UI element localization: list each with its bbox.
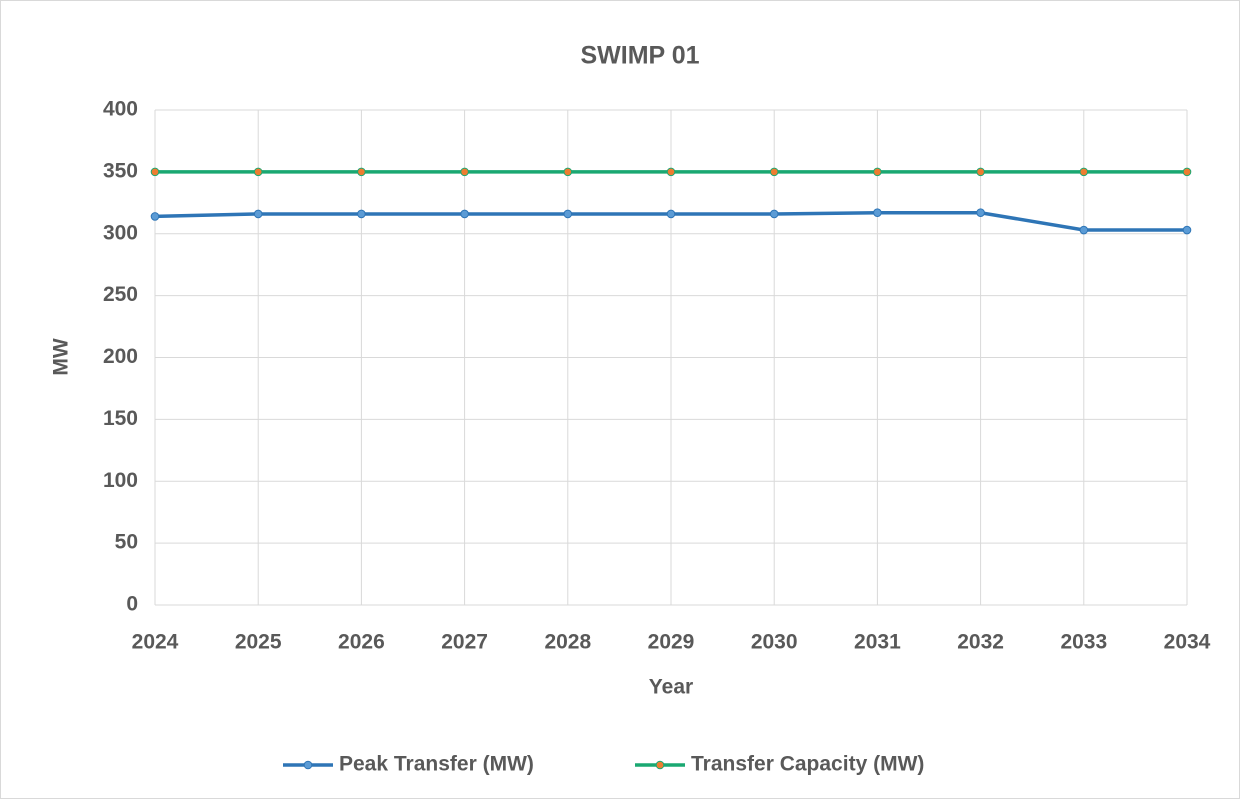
- series-marker: [460, 167, 469, 177]
- x-tick-label: 2031: [854, 631, 901, 654]
- series-marker: [873, 208, 882, 218]
- x-tick-label: 2027: [441, 631, 488, 654]
- series-marker: [253, 209, 263, 219]
- y-tick-label: 100: [103, 469, 138, 492]
- legend-marker: [655, 760, 665, 770]
- x-tick-label: 2029: [648, 631, 695, 654]
- legend-label: Transfer Capacity (MW): [691, 753, 924, 776]
- series-marker: [150, 212, 160, 221]
- series-marker: [1182, 167, 1192, 177]
- series-marker: [666, 209, 676, 219]
- series-marker: [563, 209, 573, 219]
- y-tick-label: 400: [103, 98, 138, 121]
- chart-title: SWIMP 01: [580, 42, 699, 70]
- y-axis-label: MW: [50, 338, 73, 375]
- series-marker: [1182, 225, 1192, 235]
- series-marker: [873, 167, 882, 177]
- series-marker: [357, 209, 366, 219]
- y-tick-label: 250: [103, 283, 138, 306]
- x-tick-label: 2032: [957, 631, 1004, 654]
- x-tick-label: 2033: [1060, 631, 1107, 654]
- x-tick-label: 2034: [1164, 631, 1211, 654]
- legend-label: Peak Transfer (MW): [339, 753, 534, 776]
- x-axis-label: Year: [649, 676, 693, 699]
- series-marker: [253, 167, 263, 177]
- y-tick-label: 50: [115, 531, 138, 554]
- series-marker: [1079, 225, 1089, 235]
- series-marker: [666, 167, 676, 177]
- y-tick-label: 0: [126, 593, 138, 616]
- series-marker: [563, 167, 573, 177]
- legend-marker: [303, 760, 313, 770]
- x-tick-label: 2026: [338, 631, 385, 654]
- x-tick-label: 2030: [751, 631, 798, 654]
- y-tick-label: 200: [103, 345, 138, 368]
- series-marker: [357, 167, 366, 177]
- series-marker: [769, 167, 779, 177]
- y-tick-label: 150: [103, 407, 138, 430]
- x-tick-label: 2025: [235, 631, 282, 654]
- series-marker: [1079, 167, 1089, 177]
- x-tick-label: 2028: [544, 631, 591, 654]
- y-tick-label: 300: [103, 221, 138, 244]
- y-tick-label: 350: [103, 159, 138, 182]
- series-marker: [976, 167, 985, 177]
- series-marker: [150, 167, 160, 177]
- x-tick-label: 2024: [132, 631, 179, 654]
- series-marker: [976, 208, 985, 218]
- series-marker: [460, 209, 469, 219]
- series-marker: [769, 209, 779, 219]
